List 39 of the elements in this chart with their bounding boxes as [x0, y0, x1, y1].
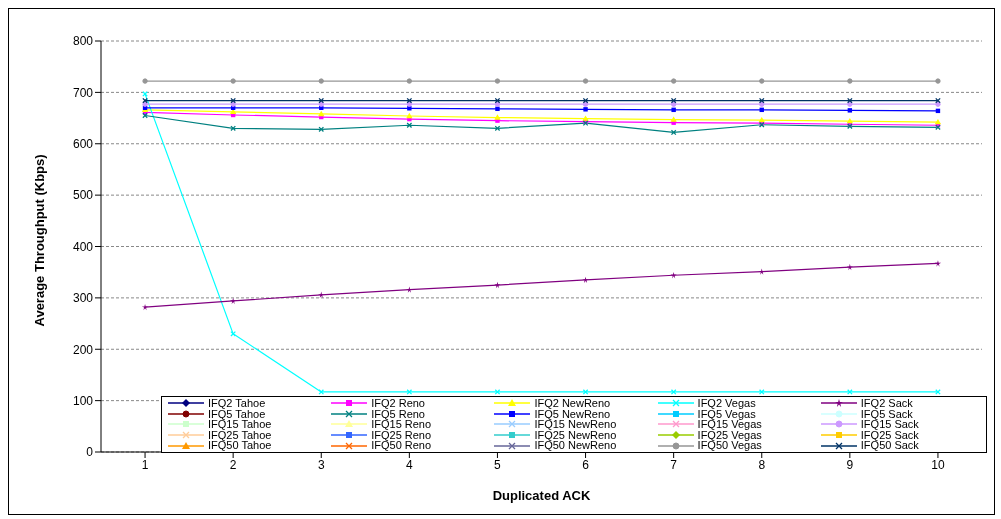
x-tick-label: 8: [758, 457, 766, 472]
y-tick-label: 100: [72, 393, 94, 408]
y-tick-label: 600: [72, 137, 94, 152]
x-axis-title: Duplicated ACK: [492, 488, 591, 503]
legend-label: IFQ5 Sack: [860, 407, 913, 420]
legend-label: IFQ50 Tahoe: [208, 439, 272, 452]
legend-label: IFQ5 Reno: [371, 407, 425, 420]
x-tick-label: 6: [582, 457, 590, 472]
y-tick-label: 0: [86, 445, 94, 460]
x-tick-label: 1: [141, 457, 149, 472]
legend-label: IFQ5 NewReno: [534, 407, 611, 420]
x-tick-label: 10: [931, 457, 945, 472]
legend-label: IFQ2 Reno: [371, 397, 425, 409]
legend-label: IFQ15 Sack: [860, 418, 919, 431]
legend-label: IFQ15 Tahoe: [208, 418, 272, 431]
legend-label: IFQ15 Vegas: [697, 418, 762, 431]
x-tick-label: 5: [494, 457, 502, 472]
legend-label: IFQ2 NewReno: [534, 397, 611, 409]
x-tick-label: 9: [846, 457, 854, 472]
y-tick-label: 300: [72, 291, 94, 306]
legend-label: IFQ2 Tahoe: [208, 397, 266, 409]
y-tick-label: 500: [72, 188, 94, 203]
legend-label: IFQ15 NewReno: [534, 418, 617, 431]
x-tick-label: 7: [670, 457, 678, 472]
legend-label: IFQ50 Sack: [860, 439, 919, 452]
x-tick-label: 4: [406, 457, 414, 472]
y-tick-label: 400: [72, 239, 94, 254]
legend-label: IFQ50 NewReno: [534, 439, 617, 452]
legend-label: IFQ15 Reno: [371, 418, 432, 431]
legend-label: IFQ2 Vegas: [697, 397, 756, 409]
y-tick-label: 800: [72, 34, 94, 49]
y-tick-label: 700: [72, 85, 94, 100]
y-axis-title: Average Throughput (Kbps): [31, 154, 47, 327]
y-tick-label: 200: [72, 342, 94, 357]
legend-label: IFQ50 Reno: [371, 439, 432, 452]
legend-label: IFQ2 Sack: [860, 397, 913, 409]
x-tick-label: 2: [229, 457, 237, 472]
x-tick-label: 3: [317, 457, 325, 472]
legend-label: IFQ5 Tahoe: [208, 407, 266, 420]
